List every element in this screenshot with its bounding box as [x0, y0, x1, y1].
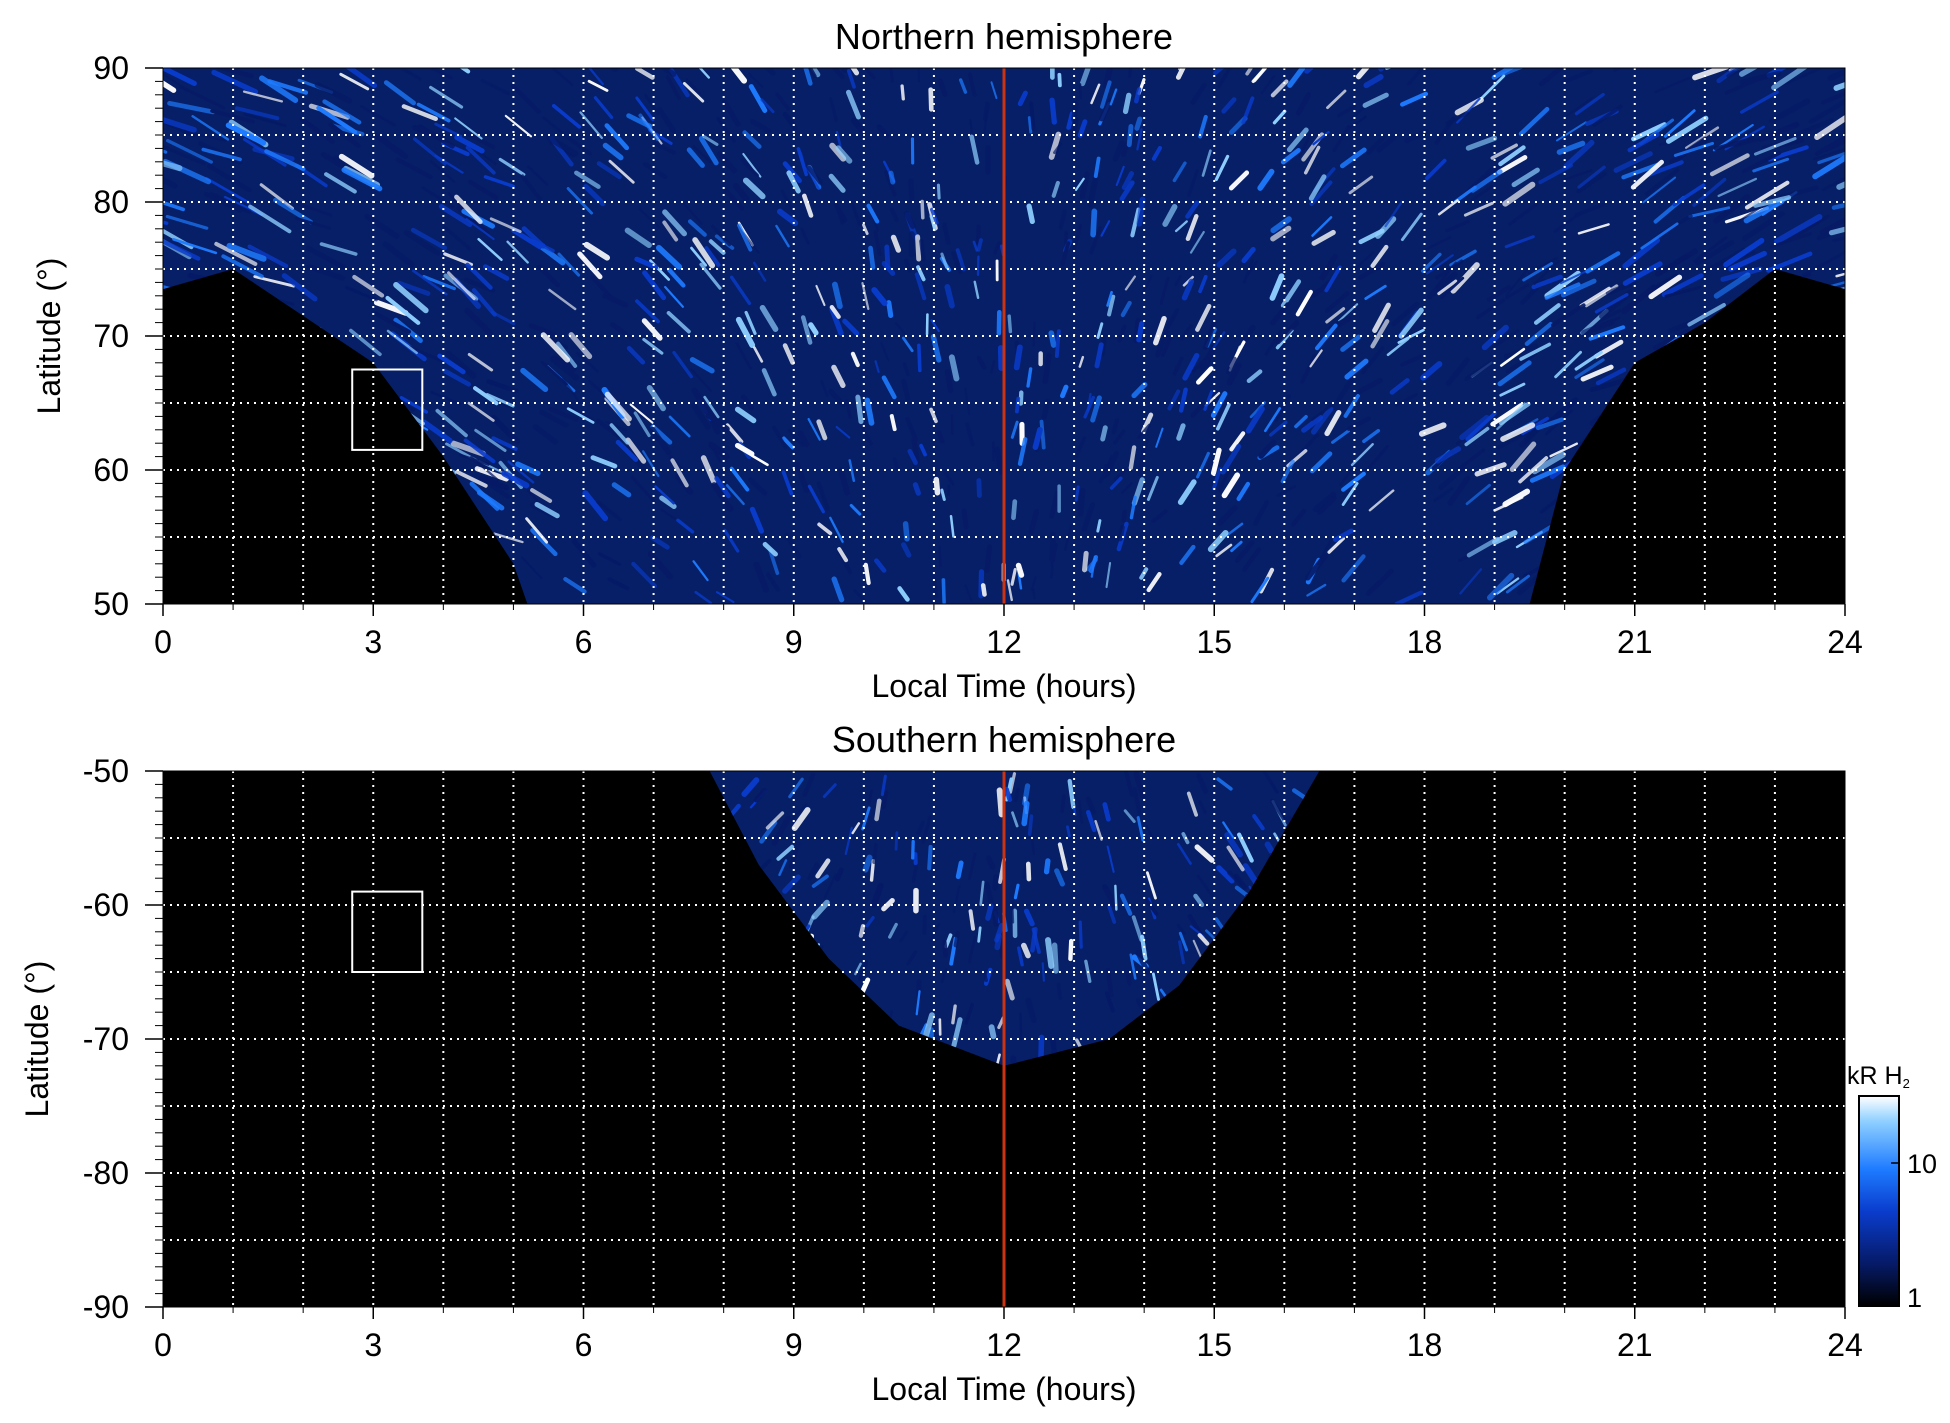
x-axis-label: Local Time (hours)	[872, 1371, 1137, 1407]
x-tick-label: 9	[785, 1327, 803, 1363]
colorbar-tick-label: 1	[1907, 1283, 1922, 1313]
x-tick-label: 0	[154, 624, 172, 660]
x-tick-label: 9	[785, 624, 803, 660]
x-tick-label: 15	[1196, 624, 1232, 660]
x-axis-label: Local Time (hours)	[872, 668, 1137, 704]
colorbar-tick-label: 10	[1907, 1149, 1937, 1179]
colorbar-gradient	[1858, 1095, 1900, 1307]
y-tick-label: 90	[93, 50, 129, 86]
x-tick-label: 0	[154, 1327, 172, 1363]
x-tick-label: 3	[364, 624, 382, 660]
x-axis: 0 3 6 9 12 15 18 21 24	[154, 604, 1863, 660]
panel-title: Northern hemisphere	[835, 16, 1173, 57]
y-tick-label: -80	[83, 1155, 129, 1191]
y-axis: -50 -60 -70 -80 -90	[83, 753, 163, 1325]
y-tick-label: -50	[83, 753, 129, 789]
y-tick-label: 80	[93, 184, 129, 220]
x-tick-label: 6	[575, 624, 593, 660]
x-tick-label: 18	[1407, 624, 1443, 660]
y-tick-label: -90	[83, 1289, 129, 1325]
panel-northern: Northern hemisphere 0 3 6 9 12 15 18 21 24 50 60 7…	[31, 16, 1863, 704]
colorbar-unit-label: kR H2	[1847, 1062, 1910, 1091]
y-axis-label: Latitude (°)	[19, 961, 55, 1118]
x-tick-label: 12	[986, 1327, 1022, 1363]
panel-title: Southern hemisphere	[832, 719, 1176, 760]
y-tick-label: -60	[83, 887, 129, 923]
y-tick-label: 70	[93, 318, 129, 354]
x-tick-label: 24	[1827, 1327, 1863, 1363]
x-tick-label: 18	[1407, 1327, 1443, 1363]
x-axis: 0 3 6 9 12 15 18 21 24	[154, 1307, 1863, 1363]
x-tick-label: 15	[1196, 1327, 1232, 1363]
x-tick-label: 24	[1827, 624, 1863, 660]
y-tick-label: -70	[83, 1021, 129, 1057]
x-tick-label: 21	[1617, 1327, 1653, 1363]
x-tick-label: 12	[986, 624, 1022, 660]
y-axis-label: Latitude (°)	[31, 258, 67, 415]
x-tick-label: 6	[575, 1327, 593, 1363]
region-box	[351, 368, 424, 451]
region-box	[351, 890, 424, 973]
colorbar: kR H2 10 1	[1847, 1062, 1937, 1313]
panel-southern: Southern hemisphere 0 3 6 9 12 15 18 21 24 -50 -6…	[19, 719, 1863, 1407]
y-tick-label: 60	[93, 452, 129, 488]
x-tick-label: 21	[1617, 624, 1653, 660]
y-tick-label: 50	[93, 586, 129, 622]
y-axis: 50 60 70 80 90	[93, 50, 163, 622]
x-tick-label: 3	[364, 1327, 382, 1363]
